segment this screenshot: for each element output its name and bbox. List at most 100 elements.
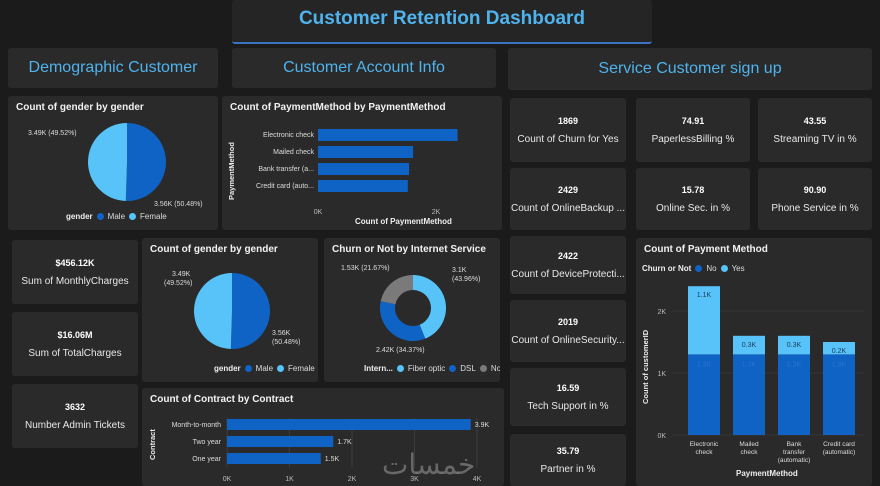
kpi-value: 90.90 [803, 184, 827, 195]
gender2-card[interactable]: Count of gender by gender 3.49K (49.52%)… [142, 238, 318, 382]
kpi-total-charges[interactable]: $16.06M Sum of TotalCharges [12, 312, 138, 376]
pm-bar [318, 163, 410, 175]
pm-bar [318, 129, 458, 141]
contract-value-label: 3.9K [475, 422, 490, 429]
pm-x-tick: 0K [314, 209, 323, 216]
payment-method-card[interactable]: Count of PaymentMethod by PaymentMethod … [222, 96, 502, 230]
kpi-label: Sum of TotalCharges [28, 347, 122, 359]
kpi-label: Count of OnlineBackup ... [511, 202, 625, 214]
kpi-paperless[interactable]: 74.91 PaperlessBilling % [636, 98, 750, 162]
ps-bar-yes [823, 342, 855, 355]
kpi-value: 16.59 [556, 382, 580, 393]
legend-fiber[interactable]: Fiber optic [407, 364, 446, 373]
kpi-value: 1869 [557, 115, 579, 126]
legend-dsl[interactable]: DSL [460, 364, 476, 373]
donut-slice-dsl[interactable] [380, 301, 426, 341]
kpi-online-backup[interactable]: 2429 Count of OnlineBackup ... [510, 168, 626, 230]
legend-no-dot [695, 265, 703, 272]
pie-label-male: 3.56K (50.48%) [154, 201, 203, 208]
ps-category-label: Mailed [739, 441, 759, 448]
legend-yes-dot [720, 265, 728, 272]
kpi-admin-tickets[interactable]: 3632 Number Admin Tickets [12, 384, 138, 448]
pm-bar [318, 146, 414, 158]
contract-x-tick: 3K [410, 476, 419, 483]
kpi-label: Tech Support in % [527, 400, 609, 412]
kpi-phone-service[interactable]: 90.90 Phone Service in % [758, 168, 872, 230]
pm-category-label: Credit card (auto... [256, 183, 314, 190]
kpi-value: $456.12K [55, 257, 95, 268]
donut-slice-fiber[interactable] [413, 275, 446, 339]
legend-no[interactable]: No [490, 364, 500, 373]
contract-category-label: One year [192, 456, 221, 463]
pie-slice-male[interactable] [125, 123, 167, 201]
legend-female-dot [129, 213, 137, 220]
pm-x-axis-label: Count of PaymentMethod [355, 217, 452, 226]
watermark: خمسات [382, 448, 476, 481]
ps-category-label: check [741, 449, 759, 456]
donut-label-dsl: 2.42K (34.37%) [376, 347, 425, 354]
contract-card[interactable]: Count of Contract by Contract Contract M… [142, 388, 504, 486]
pie-slice-female[interactable] [194, 273, 232, 349]
legend-male[interactable]: Male [255, 364, 274, 373]
ps-category-label: Bank [787, 441, 803, 448]
legend-male-dot [244, 365, 252, 372]
ps-bar-no [823, 354, 855, 435]
kpi-online-security[interactable]: 2019 Count of OnlineSecurity... [510, 300, 626, 362]
kpi-partner[interactable]: 35.79 Partner in % [510, 434, 626, 486]
kpi-label: PaperlessBilling % [651, 133, 735, 145]
internet-service-card[interactable]: Churn or Not by Internet Service 1.53K (… [324, 238, 500, 382]
legend-female[interactable]: Female [140, 212, 167, 221]
payment-method-title: Count of PaymentMethod by PaymentMethod [230, 102, 446, 113]
donut-slice-no[interactable] [380, 275, 413, 305]
kpi-label: Phone Service in % [771, 202, 859, 214]
pie-label-female-pct: (49.52%) [164, 280, 192, 287]
kpi-online-sec[interactable]: 15.78 Online Sec. in % [636, 168, 750, 230]
kpi-label: Count of OnlineSecurity... [511, 334, 625, 346]
ps-bar-yes [733, 335, 765, 355]
kpi-tech-support[interactable]: 16.59 Tech Support in % [510, 368, 626, 426]
ps-yes-label: 0.3K [742, 342, 757, 349]
pie-slice-male[interactable] [230, 273, 271, 349]
payment-stack-card[interactable]: Count of Payment Method Churn or Not No … [636, 238, 872, 486]
section-account: Customer Account Info [232, 48, 496, 88]
kpi-value: 2019 [557, 316, 579, 327]
page-title: Customer Retention Dashboard [298, 8, 586, 29]
kpi-label: Number Admin Tickets [24, 419, 126, 431]
section-service: Service Customer sign up [508, 48, 872, 90]
kpi-label: Sum of MonthlyCharges [21, 275, 129, 287]
ps-y-tick: 1K [657, 371, 666, 378]
ps-y-tick: 0K [657, 433, 666, 440]
ps-category-label: (automatic) [823, 449, 856, 456]
legend-no[interactable]: No [706, 264, 717, 273]
kpi-churn-yes[interactable]: 1869 Count of Churn for Yes [510, 98, 626, 162]
legend-fiber-dot [396, 365, 404, 372]
gender2-chart: 3.49K (49.52%) 3.56K (50.48%) [164, 271, 300, 349]
kpi-value: 43.55 [803, 115, 827, 126]
contract-bar [227, 453, 321, 464]
kpi-streaming-tv[interactable]: 43.55 Streaming TV in % [758, 98, 872, 162]
ps-bar-no [778, 354, 810, 435]
legend-male[interactable]: Male [107, 212, 126, 221]
pm-category-label: Mailed check [273, 149, 314, 156]
demo-gender-card[interactable]: Count of gender by gender 3.49K (49.52%)… [8, 96, 218, 230]
contract-x-tick: 4K [473, 476, 482, 483]
legend-yes[interactable]: Yes [731, 264, 745, 273]
pm-y-axis-label: PaymentMethod [227, 142, 236, 200]
kpi-monthly-charges[interactable]: $456.12K Sum of MonthlyCharges [12, 240, 138, 304]
pie-slice-female[interactable] [88, 123, 127, 201]
contract-bar [227, 419, 471, 430]
donut-label-fiber-value: 3.1K [452, 267, 467, 274]
contract-bar [227, 436, 334, 447]
legend-male-dot [96, 213, 104, 220]
kpi-value: $16.06M [57, 329, 93, 340]
section-service-label: Service Customer sign up [598, 60, 782, 77]
kpi-device-protection[interactable]: 2422 Count of DeviceProtecti... [510, 236, 626, 294]
demo-gender-chart: 3.49K (49.52%) 3.56K (50.48%) [28, 123, 203, 208]
ps-y-tick: 2K [657, 309, 666, 316]
section-demographic: Demographic Customer [8, 48, 218, 88]
legend-female[interactable]: Female [288, 364, 315, 373]
internet-title: Churn or Not by Internet Service [332, 244, 486, 255]
legend-no-dot [479, 365, 487, 372]
kpi-label: Count of DeviceProtecti... [511, 268, 625, 280]
kpi-label: Count of Churn for Yes [517, 133, 619, 145]
